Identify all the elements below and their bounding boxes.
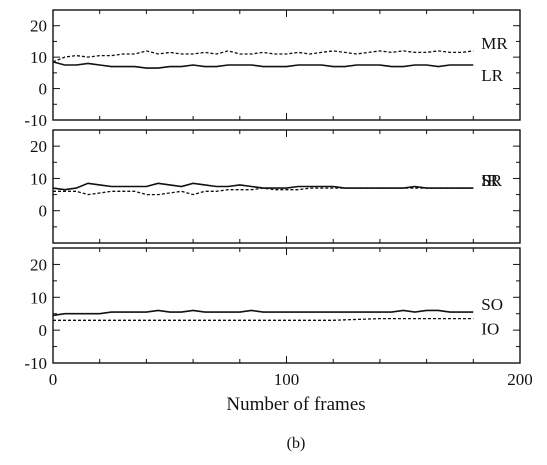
y-tick-label: 20 — [30, 17, 47, 36]
panel-frame — [52, 247, 521, 364]
series-label-lr: LR — [481, 66, 503, 85]
series-line-lr — [52, 61, 474, 69]
figure-caption: (b) — [287, 435, 306, 452]
y-tick-label: -10 — [24, 354, 47, 373]
y-tick-label: 10 — [30, 48, 47, 67]
y-tick-label: 0 — [39, 80, 48, 99]
series-label-io: IO — [481, 320, 499, 339]
y-tick-label: 10 — [30, 288, 47, 307]
y-tick-label: 0 — [39, 202, 48, 221]
x-tick-label: 200 — [507, 370, 533, 389]
y-tick-label: 10 — [30, 169, 47, 188]
series-line-so — [52, 309, 474, 317]
series-line-ir — [53, 187, 474, 196]
y-tick-label: 20 — [30, 137, 47, 156]
y-tick-label: -10 — [24, 111, 47, 130]
x-axis-label: Number of frames — [226, 394, 365, 415]
series-label-ir: IR — [481, 171, 499, 190]
panel-1: -10 0 10 20 MR LR — [24, 9, 521, 130]
series-label-sr: SR — [481, 171, 502, 190]
x-tick-label: 0 — [49, 370, 58, 389]
y-tick-label: 20 — [30, 255, 47, 274]
series-label-mr: MR — [481, 34, 508, 53]
series-label-so: SO — [481, 295, 503, 314]
series-line-mr — [52, 50, 474, 63]
x-tick-label: 100 — [274, 370, 300, 389]
y-tick-label: 0 — [39, 321, 48, 340]
series-line-io — [53, 317, 474, 321]
